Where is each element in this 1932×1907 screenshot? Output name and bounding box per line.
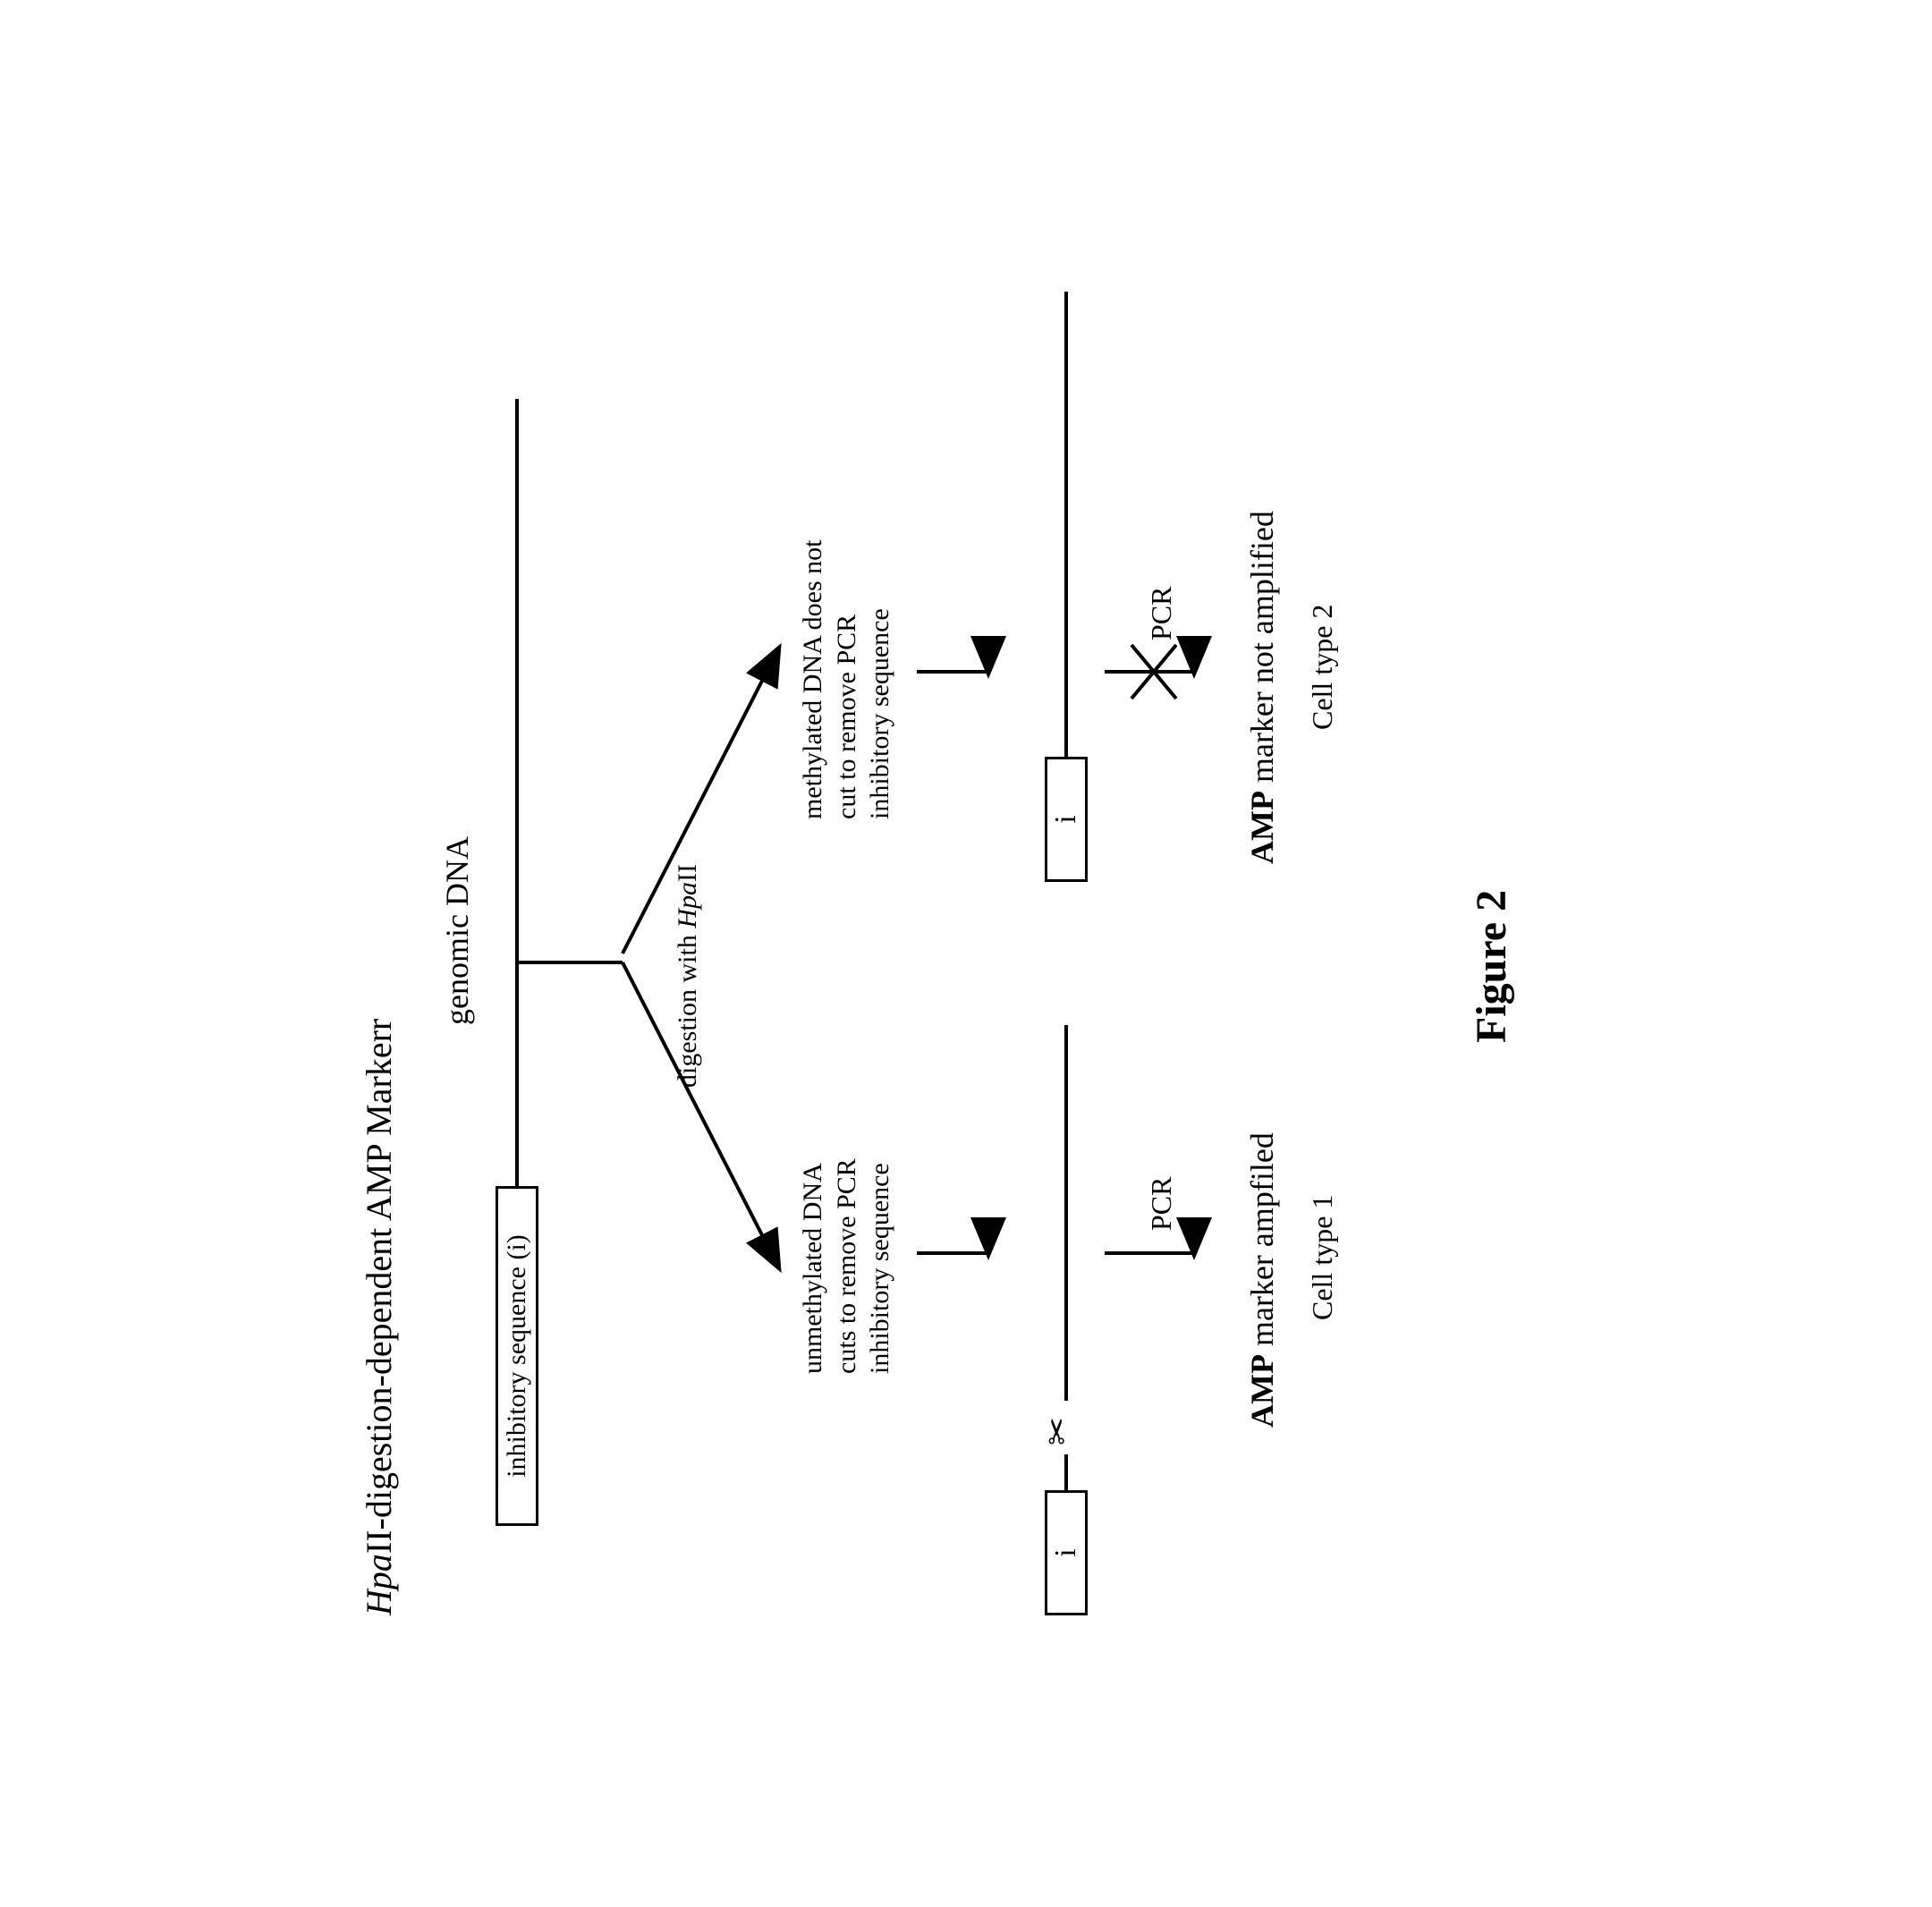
x-over-arrow-icon (1127, 640, 1181, 703)
left-i-label: i (1049, 1548, 1083, 1556)
left-result: AMP marker ampfiled (1243, 1132, 1281, 1428)
digestion-text-1: digestion with (673, 928, 702, 1088)
title-italic: Hpa (359, 1554, 399, 1615)
digestion-label: digestion with HpaII (671, 864, 705, 1088)
right-desc-l1: methylated DNA does not (796, 540, 830, 819)
left-down-arrow-1 (912, 1240, 1002, 1267)
left-i-box: i (1045, 1490, 1088, 1615)
digestion-text-2: II (673, 864, 702, 882)
genomic-dna-label: genomic DNA (438, 836, 476, 1025)
scissors-icon: ✂ (1038, 1417, 1078, 1445)
cell-type-2: Cell type 2 (1306, 605, 1339, 730)
title-rest: II-digestion-dependent AMP Markerr (359, 1019, 399, 1554)
left-desc: unmethylated DNA cuts to remove PCR inhi… (796, 1158, 897, 1374)
right-i-box: i (1045, 757, 1088, 882)
split-arrow-left (617, 954, 796, 1284)
figure-caption: Figure 2 (1467, 890, 1516, 1043)
diagram-title: HpaII-digestion-dependent AMP Markerr (358, 1019, 400, 1615)
left-pcr-arrow (1100, 1240, 1208, 1267)
right-pcr-label: PCR (1145, 587, 1178, 640)
left-result-rest: marker ampfiled (1244, 1132, 1280, 1354)
digestion-italic: Hpa (673, 882, 702, 928)
right-i-label: i (1049, 815, 1083, 823)
left-stub-line (1064, 1454, 1068, 1490)
right-desc-l3: inhibitory sequence (863, 540, 897, 819)
right-desc-l2: cut to remove PCR (830, 540, 864, 819)
right-down-arrow-1 (912, 658, 1002, 685)
split-arrow-right (617, 631, 796, 962)
right-uncut-dna-line (1064, 292, 1068, 757)
inhibitory-box: inhibitory sequence (i) (496, 1186, 538, 1526)
left-desc-l3: inhibitory sequence (863, 1158, 897, 1374)
right-result-bold: AMP (1244, 791, 1280, 864)
right-result-rest: marker not amplified (1244, 511, 1280, 791)
stem-line (515, 959, 623, 966)
inhibitory-label: inhibitory sequence (i) (502, 1234, 532, 1478)
left-desc-l1: unmethylated DNA (796, 1158, 830, 1374)
right-result: AMP marker not amplified (1243, 511, 1281, 864)
left-result-bold: AMP (1244, 1354, 1280, 1428)
right-desc: methylated DNA does not cut to remove PC… (796, 540, 897, 819)
diagram-stage: HpaII-digestion-dependent AMP Markerr ge… (340, 238, 1592, 1669)
left-cut-dna-line (1064, 1025, 1068, 1401)
cell-type-1: Cell type 1 (1306, 1195, 1339, 1320)
left-pcr-label: PCR (1145, 1177, 1178, 1231)
left-desc-l2: cuts to remove PCR (830, 1158, 864, 1374)
